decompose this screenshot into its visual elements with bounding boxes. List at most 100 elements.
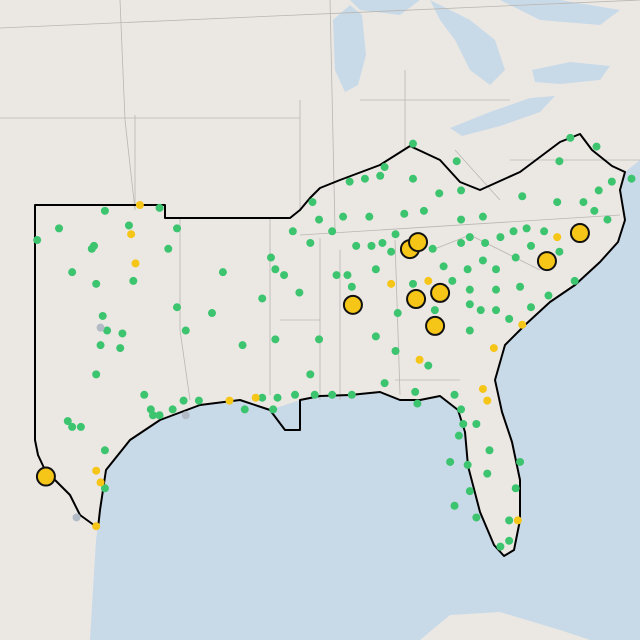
location-marker (251, 393, 260, 402)
location-marker (408, 232, 429, 253)
location-marker (332, 271, 341, 280)
location-marker (450, 501, 459, 510)
location-marker (478, 212, 487, 221)
location-marker (400, 209, 409, 218)
location-marker (526, 241, 535, 250)
location-marker (129, 276, 138, 285)
location-marker (92, 522, 101, 531)
location-marker (424, 276, 433, 285)
location-marker (118, 329, 127, 338)
location-marker (544, 291, 553, 300)
location-marker (347, 282, 356, 291)
location-marker (378, 238, 387, 247)
location-marker (173, 303, 182, 312)
location-marker (271, 335, 280, 344)
location-marker (33, 236, 42, 245)
location-marker (155, 411, 164, 420)
location-marker (295, 288, 304, 297)
location-marker (513, 516, 522, 525)
location-marker (457, 238, 466, 247)
location-marker (328, 390, 337, 399)
location-marker (518, 192, 527, 201)
location-marker (592, 142, 601, 151)
location-marker (140, 390, 149, 399)
location-marker (448, 276, 457, 285)
location-marker (352, 241, 361, 250)
location-marker (273, 393, 282, 402)
location-marker (505, 516, 514, 525)
location-marker (492, 265, 501, 274)
location-marker (391, 347, 400, 355)
location-marker (463, 460, 472, 469)
location-marker (483, 469, 492, 478)
location-marker (240, 405, 249, 414)
location-marker (68, 268, 77, 277)
location-marker (419, 206, 428, 215)
location-marker (103, 326, 112, 335)
location-marker (173, 224, 182, 233)
location-marker (360, 174, 369, 183)
location-marker (406, 289, 427, 310)
location-marker (376, 171, 385, 180)
location-marker (100, 484, 109, 493)
location-marker (505, 536, 514, 545)
location-marker (452, 157, 461, 166)
location-marker (391, 230, 400, 239)
service-area-outline (34, 133, 626, 557)
location-marker (328, 227, 337, 236)
location-marker (367, 241, 376, 250)
location-marker (566, 133, 575, 142)
location-marker (181, 411, 190, 420)
location-marker (553, 233, 562, 242)
land-cuba (420, 612, 590, 640)
location-marker (496, 542, 505, 551)
location-marker (505, 314, 514, 323)
location-marker (347, 390, 356, 399)
location-marker (306, 370, 315, 379)
location-marker (594, 186, 603, 195)
location-marker (457, 215, 466, 224)
location-marker (478, 256, 487, 265)
location-marker (179, 396, 188, 405)
location-marker (516, 457, 525, 466)
location-marker (238, 341, 247, 350)
location-marker (516, 282, 525, 291)
location-marker (96, 341, 105, 350)
location-marker (485, 446, 494, 455)
location-marker (380, 379, 389, 388)
great-lakes (333, 0, 620, 136)
location-marker (365, 212, 374, 221)
location-marker (288, 227, 297, 236)
location-marker (315, 335, 324, 344)
location-marker (465, 300, 474, 309)
location-marker (476, 306, 485, 315)
location-marker (526, 303, 535, 312)
location-marker (509, 227, 518, 236)
location-marker (387, 279, 396, 288)
location-marker (409, 174, 418, 183)
location-marker (439, 262, 448, 271)
location-marker (450, 390, 459, 399)
location-marker (465, 233, 474, 242)
location-marker (35, 466, 56, 487)
location-marker (579, 198, 588, 207)
location-marker (124, 221, 133, 230)
location-marker (96, 323, 105, 332)
location-marker (465, 487, 474, 496)
location-marker (627, 174, 636, 183)
location-marker (536, 251, 557, 272)
location-marker (409, 139, 418, 148)
location-marker (415, 355, 424, 364)
location-marker (411, 387, 420, 396)
location-marker (492, 306, 501, 315)
location-marker (87, 244, 96, 253)
location-marker (570, 276, 579, 285)
location-marker (518, 320, 527, 329)
location-marker (92, 466, 101, 475)
location-marker (435, 189, 444, 198)
location-marker (68, 422, 77, 431)
markers (33, 133, 636, 551)
location-marker (393, 309, 402, 318)
location-marker (540, 227, 549, 236)
location-marker (155, 203, 164, 212)
